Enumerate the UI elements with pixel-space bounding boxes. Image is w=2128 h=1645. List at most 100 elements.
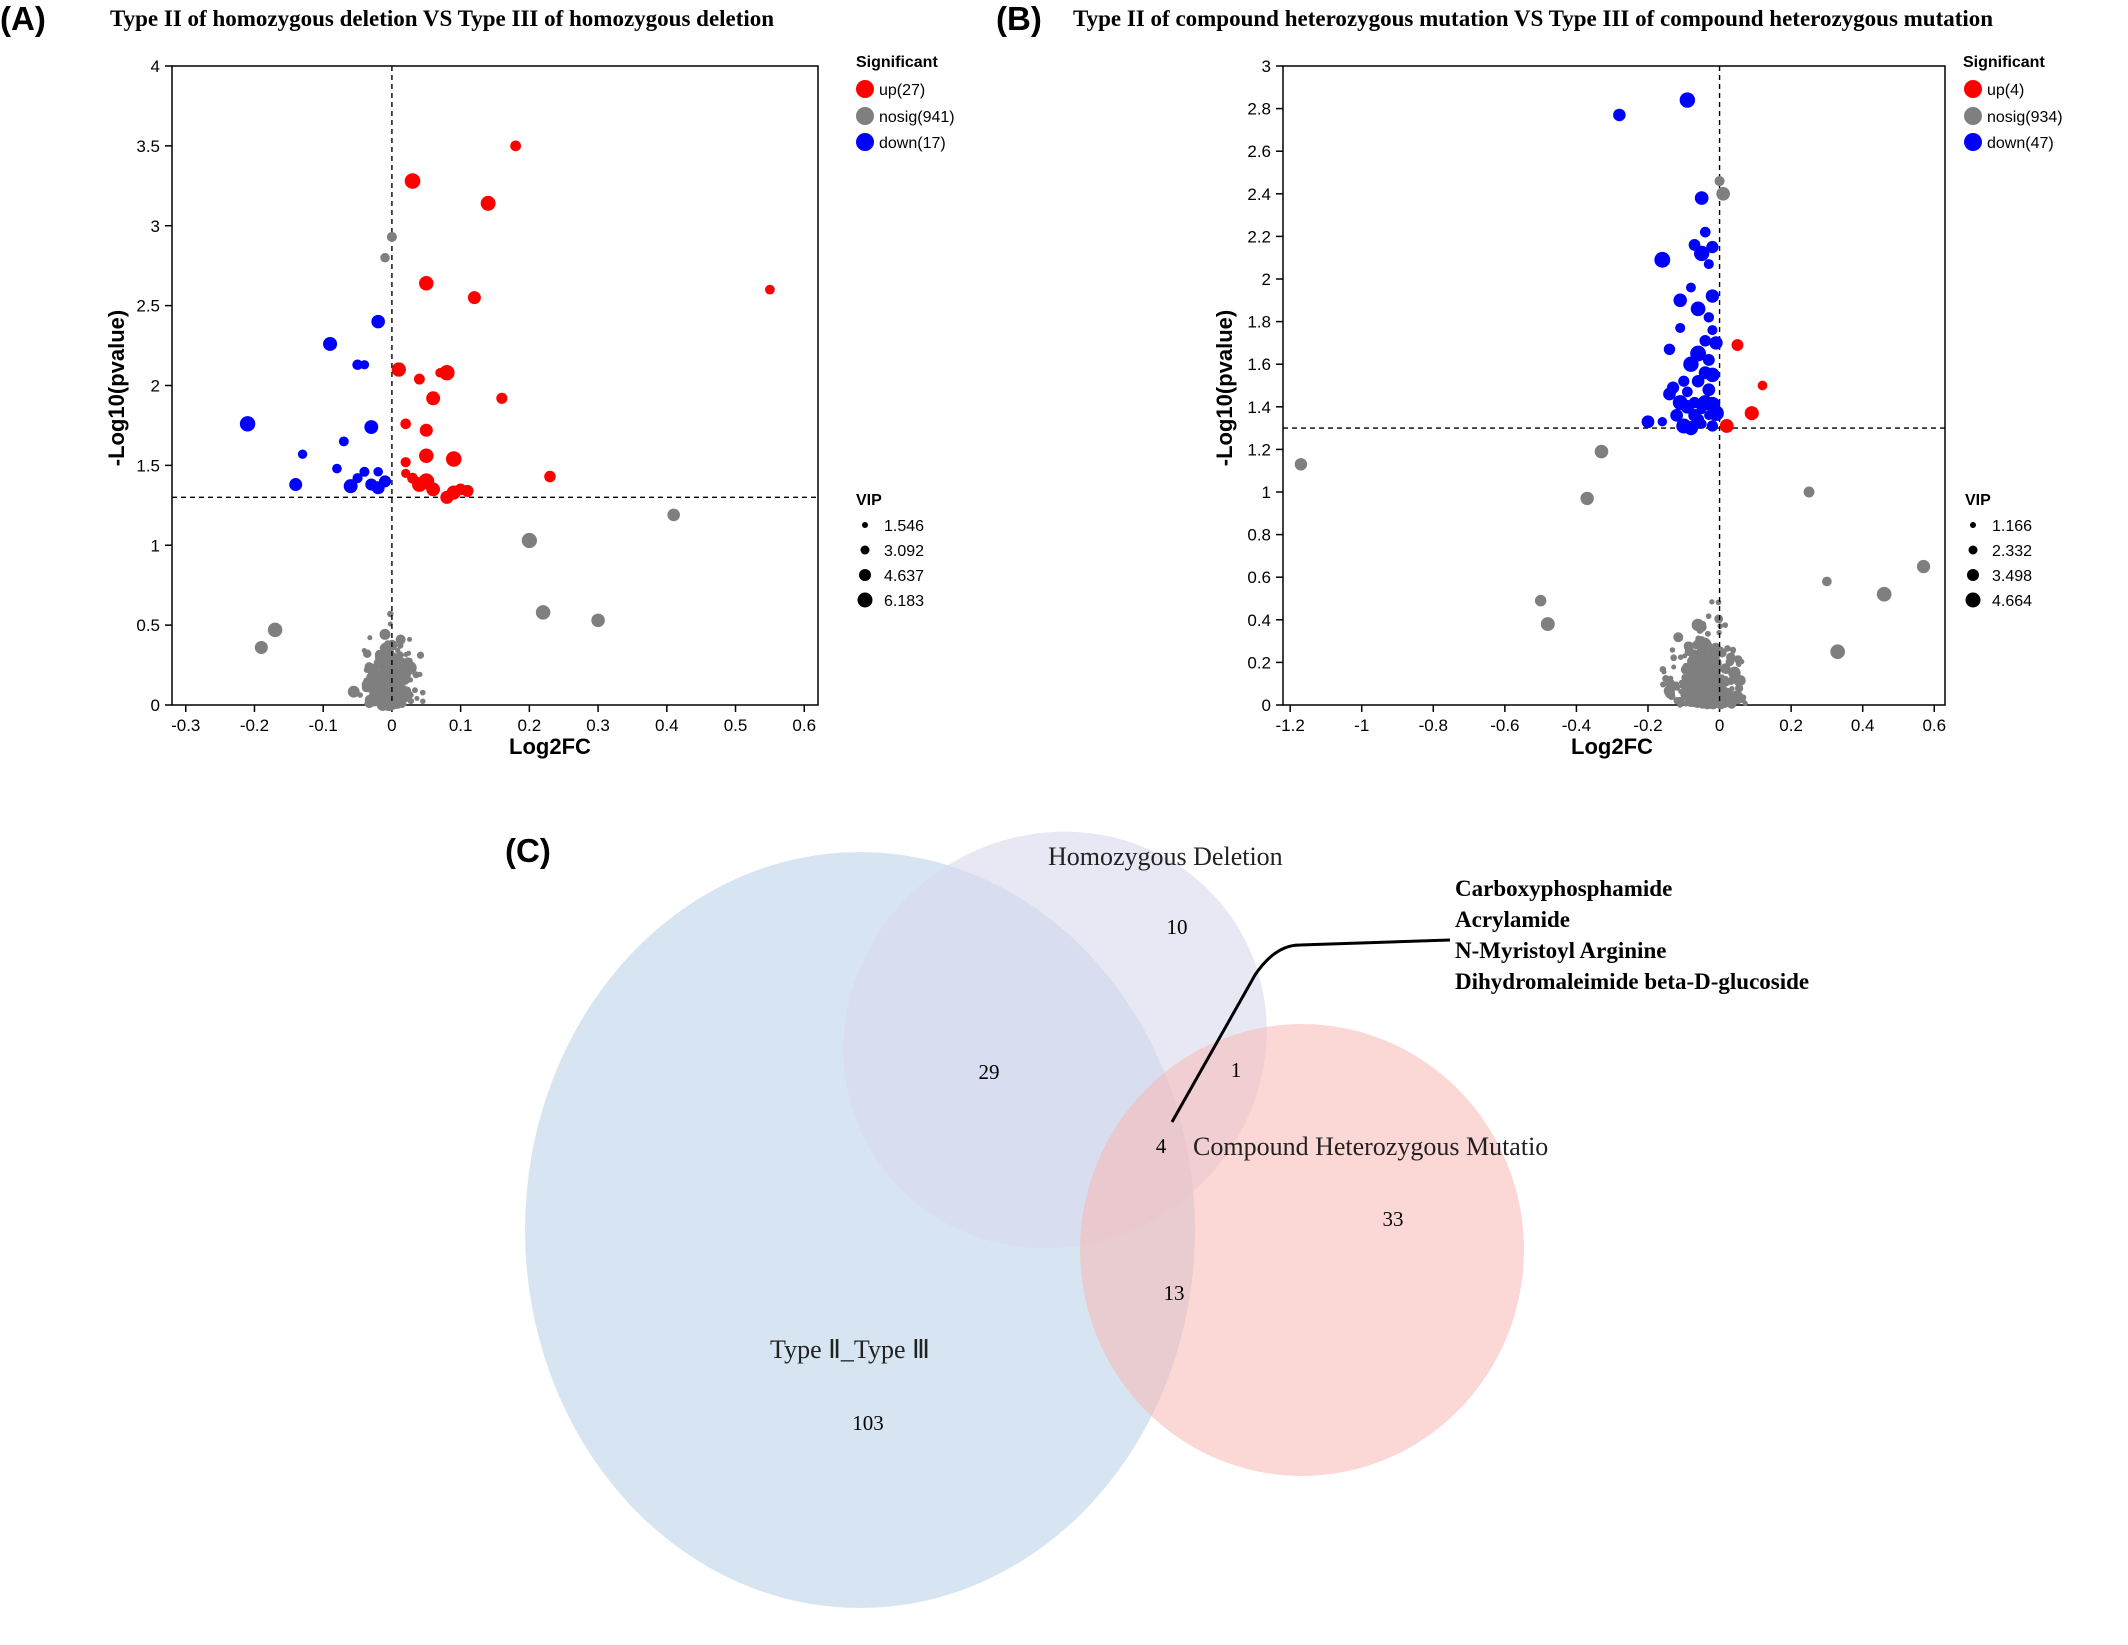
panel-b-nosig-point (1722, 622, 1729, 628)
panel-b-nosig-point (1684, 648, 1693, 657)
panel-a-nosig-point (373, 697, 382, 706)
panel-b-ytick-label: 0.8 (1247, 526, 1271, 545)
panel-b-nosig-point (1540, 617, 1555, 632)
panel-a-nosig-point (385, 657, 396, 668)
panel-a-nosig-point (384, 693, 393, 703)
panel-a-up-point (426, 391, 441, 406)
venn-label-homozygous: Homozygous Deletion (1048, 842, 1283, 871)
panel-c-letter: (C) (505, 832, 551, 869)
panel-a-legend-nosig-marker (856, 107, 874, 125)
venn-set-compound (1080, 1024, 1524, 1476)
panel-a-up-point (400, 418, 411, 430)
panel-b-down-point (1702, 383, 1716, 397)
panel-b-nosig-point (1735, 661, 1742, 668)
panel-b-nosig-point (1671, 664, 1677, 670)
panel-b-nosig-point (1715, 680, 1722, 688)
panel-a-down-point (323, 336, 338, 351)
panel-b-ytick-label: 0.6 (1247, 568, 1271, 587)
panel-a-nosig-point (414, 695, 420, 701)
panel-a-down-point (352, 359, 363, 371)
panel-a-nosig-point (367, 635, 373, 641)
panel-b-ytick-label: 1 (1262, 483, 1271, 502)
panel-b-up-point (1719, 419, 1734, 433)
panel-b-down-point (1692, 413, 1705, 426)
panel-b-xtick-label: 0.2 (1779, 716, 1803, 735)
panel-b-xtick-label: -1 (1354, 716, 1369, 735)
panel-b-xtick-label: 0 (1715, 716, 1724, 735)
panel-a-up-point (404, 173, 421, 189)
panel-a-legend-up-marker (856, 80, 874, 98)
panel-b-nosig-point (1742, 700, 1748, 706)
panel-b-xtick-label: -0.6 (1490, 716, 1519, 735)
panel-b-nosig-point (1916, 559, 1931, 574)
panel-b-ytick-label: 0.4 (1247, 611, 1271, 630)
panel-b-legend-down-marker (1964, 133, 1982, 151)
panel-b-nosig-point (1731, 669, 1738, 676)
panel-a-nosig-point (416, 651, 425, 659)
panel-a-ytick-label: 4 (151, 57, 160, 76)
panel-b-nosig-point (1714, 175, 1725, 187)
panel-a-nosig-point (420, 698, 426, 705)
panel-b-ytick-label: 1.8 (1247, 313, 1271, 332)
panel-b-nosig-point (1670, 654, 1678, 662)
panel-a-down-point (359, 466, 370, 477)
panel-a-xtick-label: -0.2 (240, 716, 269, 735)
panel-b-nosig-point (1803, 486, 1815, 498)
panel-b-legend-nosig-marker (1964, 107, 1982, 125)
panel-b-down-point (1654, 251, 1671, 268)
panel-b-vip-heading: VIP (1965, 492, 1991, 509)
panel-b-xtick-label: -0.4 (1562, 716, 1591, 735)
panel-b-down-point (1675, 322, 1686, 334)
panel-b-nosig-point (1876, 586, 1892, 602)
panel-a-vip-marker-2 (860, 545, 870, 555)
panel-b-down-point (1678, 375, 1690, 387)
panel-a-nosig-point (394, 647, 401, 654)
panel-a-up-point (765, 284, 775, 295)
panel-b-nosig-point (1580, 491, 1594, 506)
venn-count-homozygous-compound: 1 (1231, 1058, 1242, 1082)
callout-leader-line (1170, 938, 1451, 1123)
panel-a-up-point (445, 451, 462, 467)
panel-b-nosig-point (1709, 653, 1715, 660)
panel-b-vip-marker-3 (1967, 569, 1979, 581)
panel-a-plot-frame (171, 65, 819, 706)
panel-b-ytick-label: 2 (1262, 270, 1271, 289)
panel-a-nosig-point (417, 671, 423, 678)
panel-b-up-point (1757, 380, 1768, 391)
panel-a-down-point (338, 436, 349, 447)
panel-a-vip-marker-4 (857, 592, 873, 608)
panel-a-xtick-label: 0.4 (655, 716, 679, 735)
panel-a-xtick-label: 0.5 (724, 716, 748, 735)
panel-a-down-point (289, 478, 303, 492)
panel-b-nosig-point (1534, 594, 1547, 607)
panel-b-legend-nosig: nosig(934) (1987, 109, 2063, 126)
panel-a-ytick-label: 1 (151, 536, 160, 555)
panel-b-xtick-label: -0.8 (1419, 716, 1448, 735)
panel-b-nosig-point (1721, 676, 1728, 682)
panel-b-nosig-point (1696, 627, 1703, 634)
panel-a-ytick-label: 3 (151, 217, 160, 236)
panel-a-down-point (373, 466, 383, 477)
panel-b-ylabel: -Log10(pvalue) (1212, 310, 1237, 466)
panel-b-letter: (B) (996, 0, 1042, 37)
panel-a-down-point (359, 360, 370, 370)
panel-b-nosig-point (1700, 681, 1708, 690)
panel-a-xtick-label: 0 (387, 716, 396, 735)
venn-count-homozygous-only: 10 (1167, 915, 1188, 939)
panel-b-legend: Significant up(4) nosig(934) down(47) VI… (1963, 54, 2063, 610)
panel-a-plot: -0.3 -0.2 -0.1 0 0.1 0.2 0.3 0.4 0.5 0.6 0 0.5 1 1.5 2… (136, 57, 819, 735)
panel-b-vip-2: 2.332 (1992, 543, 2032, 560)
panel-b-nosig-point (1663, 685, 1675, 697)
panel-b-up-point (1731, 339, 1744, 351)
panel-b-down-point (1705, 289, 1720, 303)
panel-a-vip-heading: VIP (856, 492, 882, 509)
panel-b-down-point (1657, 417, 1668, 427)
callout-line-2: Acrylamide (1455, 907, 1570, 932)
panel-b-down-point (1703, 312, 1715, 323)
panel-b-legend-up: up(4) (1987, 82, 2024, 99)
panel-b-nosig-point (1709, 599, 1715, 605)
panel-b-down-point (1709, 336, 1723, 350)
panel-a-down-point (352, 473, 363, 484)
panel-b-down-point (1670, 408, 1683, 422)
panel-a-xtick-label: -0.3 (171, 716, 200, 735)
